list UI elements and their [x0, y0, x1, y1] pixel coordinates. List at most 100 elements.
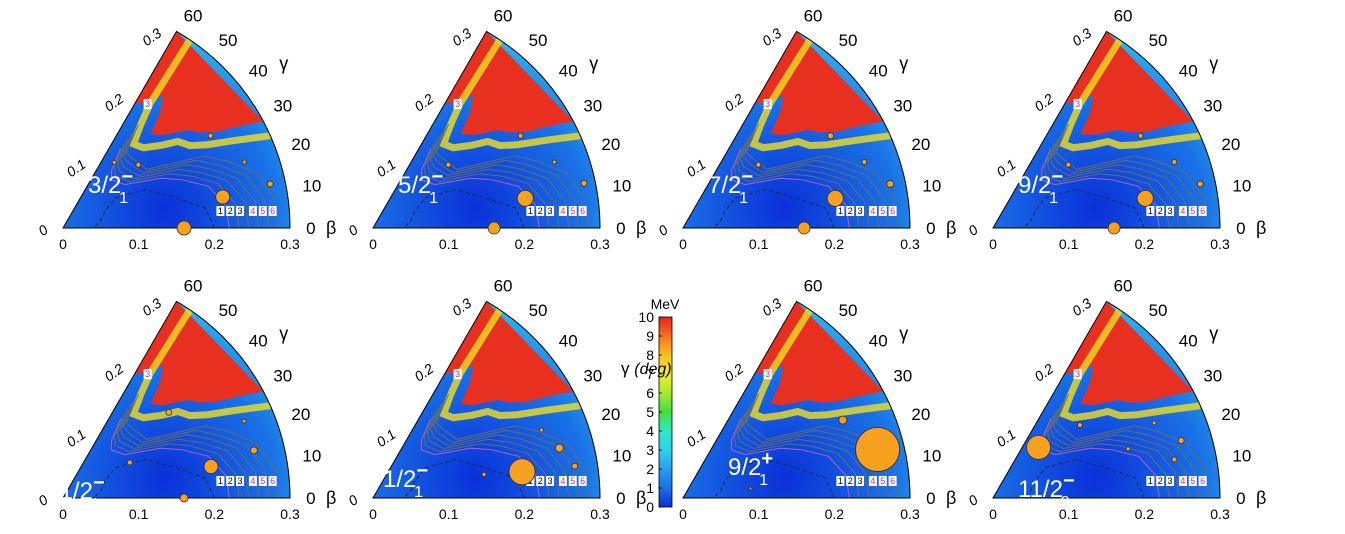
contour-line	[116, 408, 250, 498]
contour-label: 1	[838, 206, 843, 216]
weight-circle	[826, 190, 844, 207]
contour-label: 1	[218, 206, 223, 216]
beta-tick-label: 0.2	[825, 506, 845, 522]
weight-circle	[1077, 422, 1083, 428]
contour-label-box	[268, 476, 277, 486]
contour-line	[114, 413, 240, 498]
gamma-axis-label: γ	[899, 324, 908, 344]
panel: 00.10.20.300.10.20.30102030405060βγ12345…	[655, 277, 956, 522]
contour-label: 3	[1168, 206, 1173, 216]
colorbar-unit: MeV	[651, 296, 680, 312]
state-label-sub: 1	[759, 472, 768, 489]
contour-label-top: 3	[765, 99, 770, 109]
weight-circle	[266, 180, 274, 188]
contour-line	[745, 123, 900, 229]
state-label-sup: −	[1063, 470, 1075, 492]
contour-label-box	[1146, 476, 1155, 486]
weight-circle	[215, 189, 231, 205]
surface-red-region	[444, 31, 574, 136]
weight-circle	[249, 446, 258, 455]
beta-axis-label: β	[946, 218, 956, 238]
weight-circle	[538, 427, 544, 433]
contour-label: 5	[880, 476, 885, 486]
contour-label-box	[846, 476, 855, 486]
beta-tick-label: 0.3	[1210, 236, 1230, 252]
contour-label: 1	[218, 476, 223, 486]
contour-label-box	[216, 206, 225, 216]
contour-minimum-dashed	[402, 459, 525, 498]
beta-tick-label: 0.1	[749, 506, 769, 522]
wedge-surface	[683, 301, 910, 498]
contour-label-box	[268, 206, 277, 216]
beta-tick-label: 0.1	[439, 236, 459, 252]
wedge-surface	[63, 301, 290, 498]
contour-label: 3	[238, 476, 243, 486]
contour-label: 5	[570, 476, 575, 486]
gamma-tick-label: 30	[893, 96, 912, 115]
contour-label-box	[568, 206, 577, 216]
weight-circle	[580, 179, 588, 187]
gamma-tick-label: 60	[184, 7, 203, 26]
state-label-main: 3/2	[88, 172, 121, 199]
contour-label-top: 3	[145, 369, 150, 379]
weight-circle	[886, 180, 895, 188]
contour-label-box-top	[453, 369, 462, 380]
contour-line	[125, 123, 280, 229]
contour-label: 2	[848, 476, 853, 486]
contour-minimum-dashed	[402, 189, 525, 229]
radial-tick-label: 0.3	[759, 295, 784, 319]
gamma-tick-label: 40	[869, 61, 888, 80]
beta-tick-label: 0.2	[825, 236, 845, 252]
weight-circle	[1151, 420, 1157, 426]
state-label: 1/2− 1	[383, 460, 428, 501]
contour-line	[1052, 398, 1200, 498]
weight-circle	[1125, 446, 1131, 452]
gamma-tick-label: 0	[616, 219, 625, 238]
contour-label-box	[856, 206, 865, 216]
wedge-outline	[62, 30, 291, 229]
contour-line	[1052, 128, 1200, 229]
weight-circle	[203, 459, 219, 474]
wedge-outline	[992, 30, 1221, 229]
state-label: 7/2− 1	[708, 166, 753, 207]
gamma-tick-label: 50	[1149, 31, 1168, 50]
gamma-tick-label: 20	[1221, 405, 1240, 424]
surface-red-region	[1064, 301, 1194, 406]
contour-label: 6	[580, 476, 585, 486]
contour-label: 5	[260, 206, 265, 216]
gamma-tick-label: 30	[1203, 96, 1222, 115]
contour-label-box	[258, 206, 267, 216]
radial-tick-label: 0.2	[1031, 360, 1056, 384]
contour-line	[110, 418, 230, 498]
weight-circle	[241, 418, 247, 424]
radial-tick-label: 0	[655, 221, 671, 239]
wedge-surface	[373, 31, 600, 229]
weight-circle	[827, 132, 834, 140]
state-label-sup: −	[416, 460, 428, 482]
state-label-sub: 2	[1061, 494, 1070, 511]
surface-red-region	[754, 31, 884, 136]
surface-red-region	[444, 301, 574, 406]
radial-tick-label: 0.2	[721, 360, 746, 384]
weight-circle	[1026, 434, 1051, 460]
state-label-main: 9/2	[728, 454, 761, 481]
contour-label-box	[1166, 476, 1175, 486]
weight-circle	[445, 161, 452, 168]
contour-line	[730, 418, 850, 498]
gamma-tick-label: 50	[219, 301, 238, 320]
contour-label-box	[1178, 206, 1187, 216]
contour-label: 4	[1180, 476, 1185, 486]
radial-tick-label: 0.3	[759, 25, 784, 49]
gamma-tick-label: 60	[184, 277, 203, 296]
contour-minimum-dashed	[712, 459, 835, 498]
contour-label-top: 3	[455, 99, 460, 109]
gamma-tick-label: 60	[1114, 277, 1133, 296]
beta-axis-label: β	[1256, 488, 1266, 508]
contour-minimum-dashed	[92, 189, 215, 229]
contour-label: 3	[548, 476, 553, 486]
contour-label-box	[1156, 476, 1165, 486]
contour-label: 6	[1200, 206, 1205, 216]
state-label-main: 5/2	[398, 172, 431, 199]
